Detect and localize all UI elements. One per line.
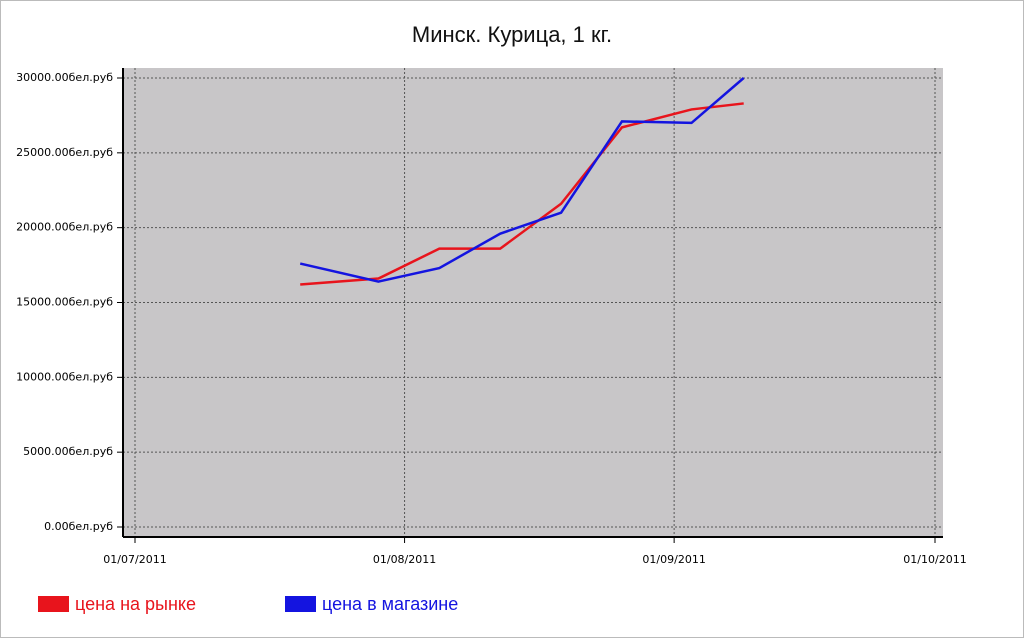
series-line xyxy=(299,77,745,283)
chart-title: Минск. Курица, 1 кг. xyxy=(412,22,612,47)
y-tick-label: 5000.00бел.руб xyxy=(23,445,113,458)
x-tick-label: 01/07/2011 xyxy=(103,553,166,566)
legend-swatch xyxy=(38,596,69,612)
series-line xyxy=(300,102,744,286)
y-tick-label: 0.00бел.руб xyxy=(44,520,113,533)
y-tick-label: 10000.00бел.руб xyxy=(16,370,113,383)
x-tick-label: 01/10/2011 xyxy=(903,553,966,566)
y-tick-label: 30000.00бел.руб xyxy=(16,71,113,84)
y-tick-label: 15000.00бел.руб xyxy=(16,296,113,309)
legend-label: цена на рынке xyxy=(75,594,196,614)
legend-swatch xyxy=(285,596,316,612)
x-tick-label: 01/08/2011 xyxy=(373,553,436,566)
y-tick-label: 20000.00бел.руб xyxy=(16,221,113,234)
x-tick-label: 01/09/2011 xyxy=(642,553,705,566)
y-tick-label: 25000.00бел.руб xyxy=(16,146,113,159)
legend-label: цена в магазине xyxy=(322,594,458,614)
